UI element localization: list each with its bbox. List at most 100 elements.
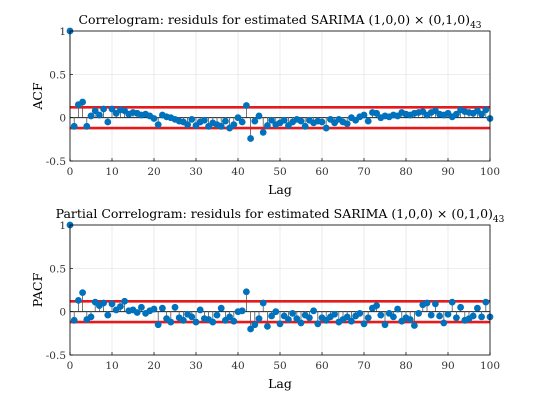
pacf-point-90 [444, 310, 452, 318]
pacf-point-49 [272, 308, 280, 316]
pacf-xtick-label: 70 [357, 360, 370, 372]
pacf-y-axis-label: PACF [30, 272, 45, 307]
acf-point-51 [280, 116, 288, 124]
pacf-point-73 [373, 302, 380, 309]
pacf-xtick-label: 40 [231, 360, 244, 372]
acf-xtick-label: 30 [189, 166, 202, 178]
pacf-point-31 [196, 306, 204, 314]
acf-ytick-label: 0.5 [49, 69, 66, 81]
pacf-point-3 [79, 289, 86, 296]
pacf-chart-title: Partial Correlogram: residuls for estima… [56, 206, 505, 225]
pacf-point-8 [100, 299, 107, 307]
pacf-point-30 [192, 318, 200, 326]
acf-point-4 [83, 122, 91, 130]
pacf-point-5 [87, 313, 95, 321]
acf-point-61 [322, 124, 330, 132]
acf-point-40 [234, 114, 242, 122]
pacf-point-22 [159, 304, 166, 312]
acf-point-60 [318, 118, 326, 126]
pacf-point-13 [121, 297, 128, 305]
acf-point-42 [243, 102, 250, 109]
pacf-point-47 [264, 323, 271, 330]
acf-point-71 [364, 117, 372, 125]
pacf-point-12 [117, 303, 124, 310]
pacf-xtick-label: 0 [67, 360, 74, 372]
acf-point-28 [184, 121, 192, 128]
acf-ytick-label: 1 [59, 26, 66, 38]
pacf-point-89 [440, 319, 448, 327]
pacf-point-58 [310, 307, 317, 315]
pacf-xtick-label: 30 [189, 360, 202, 372]
pacf-ytick-label: 0.5 [49, 263, 66, 275]
acf-ytick-label: 0 [59, 113, 66, 125]
acf-x-axis-label: Lag [268, 182, 292, 197]
pacf-point-10 [108, 300, 116, 308]
pacf-point-69 [356, 310, 364, 317]
acf-point-41 [238, 118, 246, 126]
acf-point-70 [360, 111, 368, 119]
pacf-point-16 [133, 309, 141, 316]
pacf-point-97 [474, 304, 481, 312]
pacf-point-34 [209, 318, 217, 326]
pacf-point-46 [259, 299, 267, 307]
pacf-point-2 [75, 297, 82, 304]
pacf-point-38 [226, 313, 234, 321]
acf-point-6 [91, 107, 99, 115]
acf-point-55 [297, 117, 305, 125]
pacf-point-20 [150, 305, 158, 313]
pacf-point-57 [306, 314, 313, 322]
acf-point-48 [268, 116, 275, 124]
pacf-point-1 [70, 316, 78, 324]
acf-xtick-label: 70 [357, 166, 370, 178]
pacf-point-96 [469, 312, 477, 320]
pacf-point-93 [457, 303, 464, 311]
pacf-xtick-label: 60 [315, 360, 328, 372]
acf-point-92 [453, 110, 460, 118]
acf-point-20 [150, 115, 158, 122]
acf-xtick-label: 90 [441, 166, 454, 178]
pacf-point-92 [453, 314, 460, 322]
acf-point-43 [247, 135, 255, 142]
acf-point-9 [104, 118, 112, 126]
pacf-point-43 [247, 325, 255, 333]
pacf-point-50 [276, 320, 284, 328]
pacf-point-55 [297, 319, 305, 327]
acf-point-99 [482, 106, 490, 114]
acf-point-47 [264, 122, 271, 129]
pacf-point-70 [360, 320, 368, 328]
acf-xtick-label: 20 [147, 166, 160, 178]
acf-xtick-label: 60 [315, 166, 328, 178]
pacf-point-25 [171, 303, 179, 311]
pacf-point-17 [138, 303, 145, 311]
acf-point-44 [251, 117, 259, 125]
pacf-ytick-label: -0.5 [46, 350, 66, 362]
pacf-xtick-label: 50 [273, 360, 286, 372]
pacf-point-98 [478, 313, 485, 321]
pacf-title-subscript: 43 [493, 215, 505, 225]
pacf-point-36 [217, 304, 225, 312]
acf-chart-title: Correlogram: residuls for estimated SARI… [78, 12, 481, 31]
pacf-point-27 [180, 316, 187, 324]
pacf-point-29 [188, 313, 196, 321]
acf-title-text: Correlogram: residuls for estimated SARI… [78, 12, 470, 27]
pacf-xtick-label: 90 [441, 360, 454, 372]
pacf-point-21 [154, 321, 162, 329]
acf-xtick-label: 40 [231, 166, 244, 178]
acf-title-subscript: 43 [470, 21, 482, 31]
acf-point-5 [87, 112, 95, 120]
acf-point-45 [255, 112, 263, 120]
acf-xtick-label: 10 [105, 166, 118, 178]
acf-point-29 [188, 116, 196, 123]
pacf-point-88 [436, 312, 443, 320]
pacf-point-45 [255, 315, 263, 322]
acf-point-10 [108, 105, 116, 113]
pacf-point-48 [268, 312, 275, 320]
pacf-x-axis-label: Lag [268, 376, 292, 391]
acf-panel: 0 10 20 30 40 50 60 70 80 90 100-0.500.51Correlogr… [30, 12, 500, 197]
pacf-point-53 [289, 310, 296, 317]
acf-point-21 [154, 121, 162, 128]
pacf-xtick-label: 80 [399, 360, 412, 372]
pacf-point-82 [411, 322, 418, 329]
pacf-point-42 [243, 288, 250, 296]
